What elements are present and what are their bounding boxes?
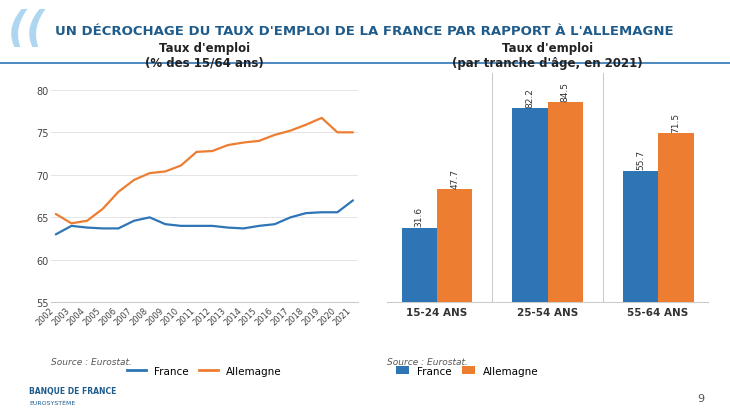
- Text: (: (: [26, 9, 45, 50]
- Text: Source : Eurostat.: Source : Eurostat.: [387, 357, 468, 366]
- Text: 31.6: 31.6: [415, 207, 423, 227]
- Text: (: (: [7, 9, 26, 50]
- Text: 47.7: 47.7: [450, 169, 459, 189]
- Title: Taux d'emploi
(% des 15/64 ans): Taux d'emploi (% des 15/64 ans): [145, 42, 264, 70]
- Text: Source : Eurostat.: Source : Eurostat.: [51, 357, 132, 366]
- Text: UN DÉCROCHAGE DU TAUX D'EMPLOI DE LA FRANCE PAR RAPPORT À L'ALLEMAGNE: UN DÉCROCHAGE DU TAUX D'EMPLOI DE LA FRA…: [55, 25, 673, 38]
- Text: 84.5: 84.5: [561, 82, 569, 102]
- Bar: [402, 228, 437, 303]
- Text: BANQUE DE FRANCE: BANQUE DE FRANCE: [29, 386, 117, 395]
- Text: 9: 9: [697, 393, 704, 403]
- Text: 71.5: 71.5: [672, 112, 680, 133]
- Bar: [548, 103, 583, 303]
- Bar: [623, 171, 658, 303]
- Legend: France, Allemagne: France, Allemagne: [392, 362, 543, 380]
- Legend: France, Allemagne: France, Allemagne: [123, 362, 286, 380]
- Text: EUROSYSTÈME: EUROSYSTÈME: [29, 400, 75, 405]
- Text: 55.7: 55.7: [636, 150, 645, 170]
- Text: 82.2: 82.2: [526, 88, 534, 108]
- Bar: [512, 108, 548, 303]
- Title: Taux d'emploi
(par tranche d'âge, en 2021): Taux d'emploi (par tranche d'âge, en 202…: [452, 42, 643, 70]
- Bar: [658, 134, 694, 303]
- Bar: [437, 190, 472, 303]
